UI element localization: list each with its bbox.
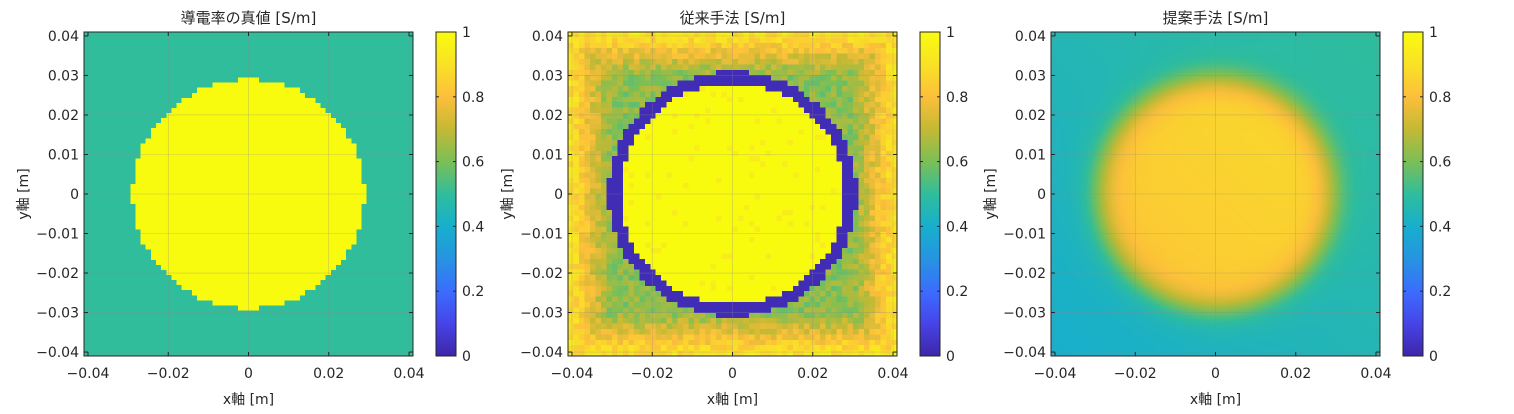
y-tick-label: −0.02 [520,266,563,282]
colorbar-tick-label: 1 [1429,25,1438,41]
x-tick-label: 0.02 [313,366,344,382]
y-axis-label: y軸 [m] [16,168,32,219]
y-tick-label: 0.01 [1015,147,1046,163]
x-tick-label: −0.02 [631,366,674,382]
y-tick-label: −0.03 [520,306,563,322]
y-tick-label: 0.02 [532,108,563,124]
colorbar-tick-label: 1 [946,25,955,41]
colorbar-tick-label: 0.4 [946,219,968,235]
y-tick-label: −0.04 [36,345,79,361]
x-tick-label: 0.04 [1360,366,1391,382]
colorbar-tick-label: 0.2 [1429,284,1451,300]
chart-title: 提案手法 [S/m] [1163,9,1269,27]
colorbar [435,31,457,357]
y-tick-label: 0.04 [48,29,79,45]
y-tick-label: 0.02 [48,108,79,124]
y-tick-label: 0.03 [1015,68,1046,84]
y-tick-label: −0.01 [1003,227,1046,243]
x-tick-label: 0 [728,366,737,382]
colorbar-tick-label: 0 [946,349,955,365]
y-axis-label: y軸 [m] [983,168,999,219]
colorbar-tick-label: 0 [462,349,471,365]
colorbar-tick-label: 0.6 [946,155,968,171]
colorbar-tick-label: 0.8 [462,90,484,106]
x-axis-label: x軸 [m] [223,392,274,408]
x-tick-label: 0.02 [797,366,828,382]
heatmap-image [84,32,413,356]
y-tick-label: −0.04 [520,345,563,361]
y-tick-label: −0.01 [520,227,563,243]
y-tick-label: 0 [1037,187,1046,203]
y-tick-label: −0.03 [36,306,79,322]
y-tick-label: −0.03 [1003,306,1046,322]
x-axis-label: x軸 [m] [1190,392,1241,408]
chart-panel-3: −0.04 −0.02 0 0.02 0.04 0.04 0.03 0.02 0.01 0 −0.0… [983,9,1451,408]
x-tick-label: 0.04 [393,366,424,382]
x-tick-label: −0.04 [551,366,594,382]
x-tick-label: 0.02 [1280,366,1311,382]
x-axis-label: x軸 [m] [707,392,758,408]
chart-title: 導電率の真値 [S/m] [181,9,317,27]
y-tick-label: 0.03 [532,68,563,84]
chart-title: 従来手法 [S/m] [680,9,786,27]
colorbar [919,31,941,357]
chart-panel-2: −0.04 −0.02 0 0.02 0.04 0.04 0.03 0.02 0.01 0 −0.0… [500,9,968,408]
y-tick-label: −0.02 [36,266,79,282]
colorbar-tick-label: 0.2 [462,284,484,300]
colorbar [1402,31,1424,357]
x-tick-label: 0.04 [877,366,908,382]
x-tick-label: 0 [1211,366,1220,382]
heatmap-image [568,32,897,356]
y-tick-label: 0.02 [1015,108,1046,124]
x-tick-label: −0.02 [1114,366,1157,382]
colorbar-tick-label: 0 [1429,349,1438,365]
colorbar-tick-label: 0.2 [946,284,968,300]
y-tick-label: 0 [554,187,563,203]
y-tick-label: 0.01 [48,147,79,163]
colorbar-tick-label: 0.8 [946,90,968,106]
y-tick-label: −0.01 [36,227,79,243]
y-tick-label: −0.02 [1003,266,1046,282]
x-tick-label: 0 [244,366,253,382]
heatmap-image [1051,32,1380,356]
y-tick-label: 0.01 [532,147,563,163]
y-tick-label: 0.04 [1015,29,1046,45]
colorbar-tick-label: 0.4 [1429,219,1451,235]
colorbar-tick-label: 1 [462,25,471,41]
chart-panel-1: −0.04 −0.02 0 0.02 0.04 0.04 0.03 0.02 0.01 0 −0.0… [16,9,484,408]
y-tick-label: −0.04 [1003,345,1046,361]
colorbar-tick-label: 0.6 [1429,155,1451,171]
y-tick-label: 0.03 [48,68,79,84]
y-axis-label: y軸 [m] [500,168,516,219]
x-tick-label: −0.04 [1034,366,1077,382]
x-tick-label: −0.02 [147,366,190,382]
colorbar-tick-label: 0.6 [462,155,484,171]
colorbar-tick-label: 0.8 [1429,90,1451,106]
y-tick-label: 0 [70,187,79,203]
y-tick-label: 0.04 [532,29,563,45]
colorbar-tick-label: 0.4 [462,219,484,235]
x-tick-label: −0.04 [67,366,110,382]
